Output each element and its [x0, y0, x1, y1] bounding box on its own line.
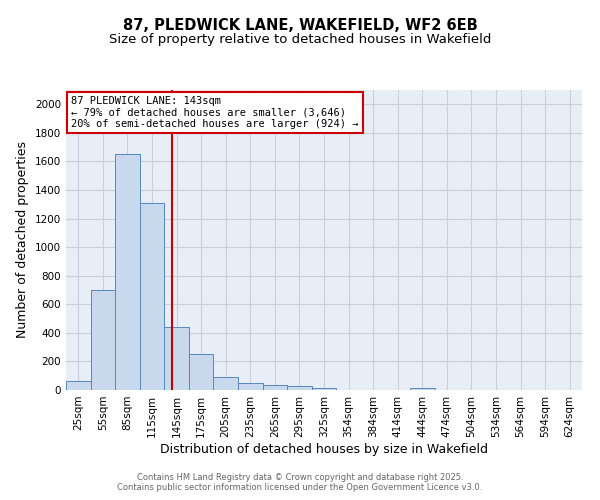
Text: 87 PLEDWICK LANE: 143sqm
← 79% of detached houses are smaller (3,646)
20% of sem: 87 PLEDWICK LANE: 143sqm ← 79% of detach…: [71, 96, 359, 129]
Bar: [66, 380, 91, 390]
Text: 87, PLEDWICK LANE, WAKEFIELD, WF2 6EB: 87, PLEDWICK LANE, WAKEFIELD, WF2 6EB: [122, 18, 478, 32]
Bar: [189, 354, 214, 390]
X-axis label: Distribution of detached houses by size in Wakefield: Distribution of detached houses by size …: [160, 442, 488, 456]
Bar: [410, 388, 434, 390]
Y-axis label: Number of detached properties: Number of detached properties: [16, 142, 29, 338]
Bar: [140, 203, 164, 390]
Text: Contains HM Land Registry data © Crown copyright and database right 2025.
Contai: Contains HM Land Registry data © Crown c…: [118, 473, 482, 492]
Bar: [164, 327, 189, 390]
Bar: [238, 383, 263, 390]
Text: Size of property relative to detached houses in Wakefield: Size of property relative to detached ho…: [109, 32, 491, 46]
Bar: [91, 290, 115, 390]
Bar: [263, 385, 287, 390]
Bar: [214, 377, 238, 390]
Bar: [312, 388, 336, 390]
Bar: [287, 386, 312, 390]
Bar: [115, 154, 140, 390]
